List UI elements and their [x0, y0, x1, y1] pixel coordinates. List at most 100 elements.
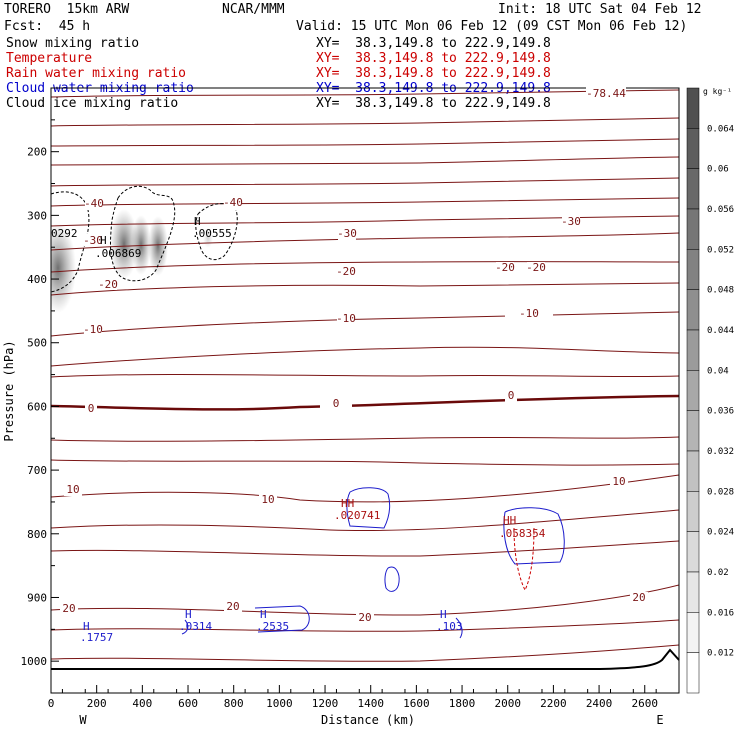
colorbar-label: 0.056: [707, 205, 734, 215]
isotherm: [51, 215, 679, 227]
isotherm: [51, 138, 679, 147]
west-label: W: [79, 713, 87, 727]
colorbar-segment: [686, 370, 700, 411]
isotherm: [51, 540, 679, 557]
isotherm: [51, 117, 679, 127]
colorbar-label: 0.044: [707, 326, 734, 336]
snow-blob: [148, 216, 168, 276]
x-tick-label: 2200: [540, 697, 567, 710]
field-rain-name: Rain water mixing ratio: [6, 66, 187, 81]
snow-max-mark: H: [194, 215, 201, 228]
x-tick-label: 200: [87, 697, 107, 710]
cloud-max-value: .0314: [179, 620, 212, 633]
temp-label: -10: [336, 312, 356, 325]
colorbar-label: 0.016: [707, 608, 734, 618]
y-axis-title: Pressure (hPa): [2, 340, 16, 441]
temp-label: 20: [226, 600, 239, 613]
temp-label: 20: [62, 602, 75, 615]
center-title: NCAR/MMM: [222, 2, 285, 17]
isotherm: [51, 177, 679, 187]
cloud-max-value: .1757: [80, 631, 113, 644]
field-cloud-name: Cloud water mixing ratio: [6, 81, 194, 96]
isotherm: [51, 197, 679, 207]
colorbar-segment: [686, 329, 700, 371]
temp-label: 0: [333, 397, 340, 410]
colorbar-label: 0.052: [707, 245, 734, 255]
temp-label: -78.44: [586, 87, 626, 100]
temp-label: -20: [336, 265, 356, 278]
isotherm: [51, 619, 679, 632]
snow-max-mark: H: [100, 234, 107, 247]
isotherm: [51, 261, 679, 273]
colorbar-segment: [686, 450, 700, 492]
temp-label: 10: [66, 483, 79, 496]
isotherm: [51, 394, 679, 411]
colorbar-segment: [686, 491, 700, 532]
cloud-max-mark: H: [185, 608, 192, 621]
y-tick-label: 200: [27, 146, 47, 159]
colorbar-label: 0.012: [707, 649, 734, 659]
isotherm: [51, 459, 679, 466]
colorbar-segment: [686, 531, 700, 573]
plot-frame: [50, 87, 680, 694]
cloud-contour: [346, 487, 391, 529]
y-tick-label: 900: [27, 591, 47, 604]
temp-label: -40: [223, 196, 243, 209]
x-tick-label: 800: [224, 697, 244, 710]
field-temp-name: Temperature: [6, 51, 93, 66]
isotherm: [51, 584, 679, 616]
cloud-max-mark: H: [83, 620, 90, 633]
colorbar-label: 0.032: [707, 447, 734, 457]
colorbar-segment: [686, 87, 700, 129]
y-tick-label: 500: [27, 337, 47, 350]
snow-max-value: .00555: [192, 227, 232, 240]
field-snow-xy: XY= 38.3,149.8 to 222.9,149.8: [316, 36, 551, 51]
colorbar-segment: [686, 652, 700, 694]
x-tick-label: 2400: [586, 697, 613, 710]
snow-contour: [109, 185, 176, 282]
valid-time: Valid: 15 UTC Mon 06 Feb 12 (09 CST Mon …: [296, 19, 688, 34]
x-tick-label: 400: [132, 697, 152, 710]
colorbar-unit: g kg⁻¹: [703, 87, 732, 96]
colorbar-segment: [686, 289, 700, 331]
y-tick-label: 700: [27, 464, 47, 477]
x-tick-label: 1200: [312, 697, 339, 710]
temp-label: -30: [83, 234, 103, 247]
field-temp-xy: XY= 38.3,149.8 to 222.9,149.8: [316, 51, 551, 66]
x-tick-label: 1000: [266, 697, 293, 710]
rain-contour: [513, 527, 535, 592]
isotherm: [51, 346, 679, 367]
colorbar-label: 0.06: [707, 165, 729, 175]
temp-label: 0: [88, 402, 95, 415]
field-ice-xy: XY= 38.3,149.8 to 222.9,149.8: [316, 96, 551, 111]
colorbar-label: 0.048: [707, 286, 734, 296]
isotherm: [51, 89, 679, 98]
colorbar-segment: [686, 128, 700, 169]
rain-cloud-max-mark: HH: [341, 497, 354, 510]
temp-label: -40: [84, 197, 104, 210]
rain-cloud-max-value: .058354: [499, 527, 546, 540]
cloud-max-mark: H: [260, 608, 267, 621]
colorbar-segment: [686, 571, 700, 613]
cloud-max-value: .2535: [256, 620, 289, 633]
cloud-max-value: .103: [436, 620, 463, 633]
field-ice-name: Cloud ice mixing ratio: [6, 96, 179, 111]
rain-cloud-max-mark: HH: [503, 514, 516, 527]
temp-label: -20: [495, 261, 515, 274]
isotherm: [51, 436, 679, 442]
isotherm: [51, 644, 679, 662]
x-tick-label: 1400: [357, 697, 384, 710]
colorbar-label: 0.024: [707, 528, 734, 538]
colorbar-label: 0.036: [707, 407, 734, 417]
x-tick-label: 2000: [494, 697, 521, 710]
temp-label: -30: [561, 215, 581, 228]
temp-label: 10: [612, 475, 625, 488]
temp-label: 10: [261, 493, 274, 506]
cloud-contour: [503, 507, 565, 565]
colorbar: 0.064 0.06 0.056 0.052 0.048 0.044 0.04 0.036 0.…: [686, 87, 734, 694]
forecast-hour: Fcst: 45 h: [4, 19, 91, 34]
cloud-contour: [181, 619, 189, 635]
colorbar-segment: [686, 410, 700, 452]
temp-label: -20: [526, 261, 546, 274]
